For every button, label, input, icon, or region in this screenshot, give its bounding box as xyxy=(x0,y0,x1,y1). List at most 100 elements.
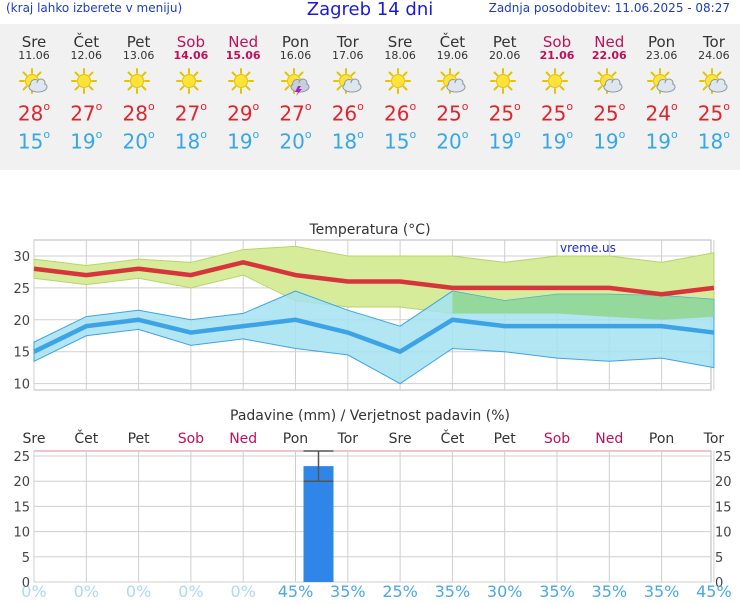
day-date: 22.06 xyxy=(591,49,627,62)
precipitation-day-label: Tor xyxy=(703,431,725,447)
day-name: Pon xyxy=(647,33,676,51)
sun-icon xyxy=(542,68,568,94)
precipitation-tick-label-right: 15 xyxy=(715,500,732,515)
sun-cloud-icon xyxy=(646,68,676,94)
min-temperature: 19o xyxy=(227,127,260,154)
precipitation-day-label: Ned xyxy=(595,431,623,447)
min-temperature: 19o xyxy=(540,127,574,154)
precipitation-tick-label-left: 10 xyxy=(13,526,30,541)
precipitation-probability-label: 45% xyxy=(696,582,732,600)
min-temperature: 20o xyxy=(436,127,469,154)
precipitation-day-label: Pet xyxy=(494,431,517,447)
precipitation-tick-label-right: 25 xyxy=(715,450,732,465)
min-temperature: 20o xyxy=(122,127,155,154)
day-name: Sob xyxy=(176,33,205,51)
day-name: Tor xyxy=(702,33,725,51)
precipitation-probability-label: 35% xyxy=(592,582,628,600)
min-temperature: 15o xyxy=(384,127,417,154)
min-temperature-line xyxy=(33,317,715,354)
day-date: 15.06 xyxy=(225,49,261,62)
day-name: Pon xyxy=(281,33,310,51)
watermark: vreme.us xyxy=(560,241,616,255)
precipitation-probability-label: 30% xyxy=(487,582,523,600)
precipitation-probability-label: 35% xyxy=(644,582,680,600)
temperature-chart-title: Temperatura (°C) xyxy=(308,222,430,238)
precipitation-day-label: Ned xyxy=(229,431,257,447)
sun-cloud-icon xyxy=(698,68,728,94)
max-temperature: 25o xyxy=(540,100,574,126)
last-updated: Zadnja posodobitev: 11.06.2025 - 08:27 xyxy=(488,1,730,15)
day-date: 21.06 xyxy=(539,49,575,62)
max-temperature: 25o xyxy=(593,100,626,126)
precipitation-probability-label: 45% xyxy=(278,582,314,600)
day-date: 18.06 xyxy=(384,49,416,62)
day-date: 20.06 xyxy=(488,49,521,62)
min-temperature: 15o xyxy=(17,127,51,154)
day-column: Pet 13.06 28o 20o xyxy=(113,24,165,153)
max-temperature: 29o xyxy=(227,100,260,126)
sun-icon xyxy=(228,68,255,94)
max-temperature: 27o xyxy=(70,100,103,126)
precipitation-probability-label: 0% xyxy=(21,582,46,600)
precipitation-tick-label-left: 5 xyxy=(22,551,30,566)
min-temperature: 19o xyxy=(488,127,521,154)
day-date: 14.06 xyxy=(173,49,209,62)
precipitation-day-label: Čet xyxy=(74,429,98,447)
day-column: Tor 24.06 25o 18o xyxy=(688,24,740,153)
precipitation-day-label: Pet xyxy=(128,431,151,447)
precipitation-probability-label: 0% xyxy=(74,582,99,600)
min-temperature: 19o xyxy=(70,127,103,154)
max-temperature: 27o xyxy=(174,100,207,126)
charts-area: 10 15 20 25 30 Temperatura (°C) vreme.us Padavi… xyxy=(0,210,740,604)
day-date: 19.06 xyxy=(436,49,469,62)
max-temperature: 24o xyxy=(645,100,678,126)
min-temperature: 18o xyxy=(331,127,364,154)
precipitation-probability-label: 35% xyxy=(435,582,471,600)
precipitation-day-label: Sob xyxy=(178,431,204,447)
day-column: Pet 20.06 25o 19o xyxy=(479,24,531,153)
min-temperature: 20o xyxy=(279,127,312,154)
day-date: 17.06 xyxy=(332,49,364,62)
sun-icon xyxy=(385,68,412,94)
sun-cloud-icon xyxy=(19,68,48,94)
day-name: Ned xyxy=(594,33,625,51)
precipitation-tick-label-left: 15 xyxy=(13,500,30,515)
day-column: Čet 19.06 25o 20o xyxy=(426,24,478,153)
storm-icon xyxy=(280,68,309,96)
day-date: 13.06 xyxy=(122,49,155,62)
day-column: Sre 18.06 26o 15o xyxy=(374,24,426,153)
temperature-tick-label: 10 xyxy=(13,378,30,393)
day-column: Sre 11.06 28o 15o xyxy=(8,24,60,153)
day-name: Čet xyxy=(73,33,100,51)
precipitation-tick-label-right: 0 xyxy=(715,576,723,591)
max-temperature: 26o xyxy=(331,100,364,126)
precipitation-tick-label-right: 10 xyxy=(715,526,732,541)
max-temperature: 27o xyxy=(279,100,312,126)
max-temperature: 28o xyxy=(17,100,51,126)
sun-cloud-icon xyxy=(594,68,623,94)
precipitation-probability-label: 35% xyxy=(330,582,366,600)
sun-cloud-icon xyxy=(332,68,362,94)
precipitation-bar xyxy=(303,466,334,582)
max-temperature-line xyxy=(33,260,715,297)
page-title: Zagreb 14 dni xyxy=(306,0,434,20)
temperature-tick-label: 30 xyxy=(13,250,30,265)
day-name: Ned xyxy=(228,33,259,51)
sun-icon xyxy=(175,68,202,94)
precipitation-probability-label: 25% xyxy=(382,582,418,600)
day-name: Sre xyxy=(21,33,47,51)
precipitation-day-label: Sre xyxy=(23,431,46,447)
sun-icon xyxy=(71,68,98,94)
max-temperature: 25o xyxy=(488,100,521,126)
day-name: Pet xyxy=(492,33,517,51)
day-column: Pon 23.06 24o 19o xyxy=(636,24,688,153)
day-column: Pon 16.06 27o 20o xyxy=(270,24,322,153)
max-temperature: 28o xyxy=(122,100,155,126)
day-column: Čet 12.06 27o 19o xyxy=(60,24,112,153)
min-temperature: 18o xyxy=(174,127,207,154)
day-date: 12.06 xyxy=(70,49,103,62)
precipitation-day-label: Sre xyxy=(389,431,412,447)
day-column: Ned 22.06 25o 19o xyxy=(583,24,635,153)
forecast-charts: 10 15 20 25 30 Temperatura (°C) vreme.us Padavi… xyxy=(13,222,732,601)
precipitation-tick-label-right: 5 xyxy=(715,551,723,566)
